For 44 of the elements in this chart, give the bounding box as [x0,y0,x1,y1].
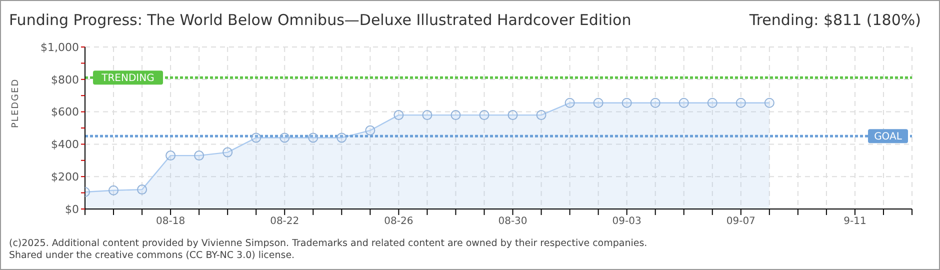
point [650,98,660,108]
point [450,110,461,120]
y-tick-label: $800 [51,73,79,86]
y-tick-label: $200 [51,170,79,184]
x-tick-label: 9-11 [844,216,866,228]
x-tick-label: 08-22 [270,216,300,228]
point [108,185,119,196]
ref-line-label: TRENDING [100,73,154,84]
point [764,98,774,108]
point [536,110,546,120]
point [280,132,290,143]
y-tick-label: $1,000 [40,40,79,54]
x-tick-label: 09-03 [612,216,642,228]
point [593,98,604,108]
point [622,98,632,108]
x-tick-label: 09-07 [726,216,756,228]
point [336,132,347,143]
x-tick-label: 08-18 [156,216,186,228]
y-tick-label: $0 [65,202,79,216]
point [222,147,233,158]
point [736,98,746,108]
point [707,98,718,108]
point [394,110,404,120]
point [251,132,262,143]
chart-title: Funding Progress: The World Below Omnibus—Deluxe Illustrated Hardcover Edition [9,11,632,29]
point [678,98,689,108]
x-tick-label: 08-26 [384,216,414,228]
ref-line-label: GOAL [874,132,902,143]
text: (c)2025. Additional content provided by Vivienne Simpson. Trademarks and related content are owned by their respective companies. [9,238,648,250]
point [422,110,432,120]
x-tick-label: 08-30 [498,216,528,228]
text: Shared under the creative commons (CC BY-NC 3.0) license. [9,250,296,262]
chart-subtitle: Trending: $811 (180%) [749,11,921,29]
point [166,150,176,161]
point [194,150,204,161]
point [508,110,518,120]
point [137,184,148,195]
y-tick-label: $600 [51,106,79,119]
point [479,110,490,120]
point [365,125,376,136]
y-axis-title: PLEDGED [11,78,22,128]
point [308,132,318,143]
point [564,98,575,108]
y-tick-label: $400 [51,138,79,152]
